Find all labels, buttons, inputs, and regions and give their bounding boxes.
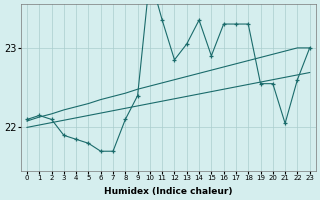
X-axis label: Humidex (Indice chaleur): Humidex (Indice chaleur) [104,187,233,196]
